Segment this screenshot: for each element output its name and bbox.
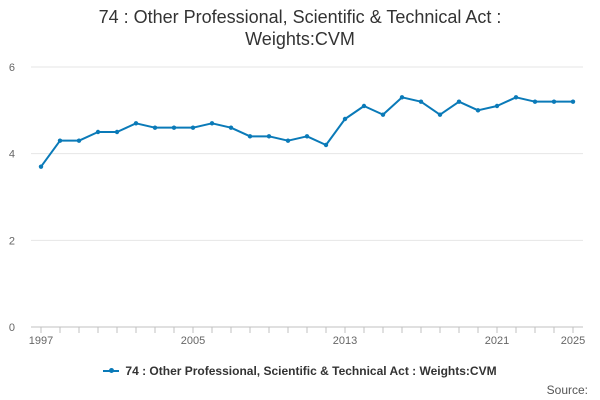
- chart-title-line-2: Weights:CVM: [245, 29, 355, 49]
- data-point: [95, 129, 101, 135]
- x-tick-label: 1997: [29, 335, 53, 347]
- legend: 74 : Other Professional, Scientific & Te…: [0, 364, 600, 379]
- y-tick-label: 0: [9, 322, 15, 334]
- data-point: [76, 138, 82, 143]
- data-point: [399, 95, 405, 100]
- data-point: [228, 125, 234, 130]
- y-tick-label: 6: [9, 62, 15, 74]
- y-tick-label: 2: [9, 235, 15, 247]
- legend-series-label: 74 : Other Professional, Scientific & Te…: [125, 364, 497, 378]
- data-point: [190, 125, 196, 130]
- x-tick-label: 2025: [561, 335, 585, 347]
- legend-series-marker: [103, 366, 120, 376]
- data-point: [437, 112, 443, 117]
- data-point: [513, 95, 519, 100]
- data-point: [114, 129, 120, 135]
- data-point: [247, 134, 253, 139]
- source-label: Source:: [546, 383, 588, 397]
- x-tick-label: 2013: [333, 335, 357, 347]
- x-tick-label: 2021: [485, 335, 509, 347]
- data-point: [551, 99, 557, 104]
- data-point: [380, 112, 386, 117]
- data-point: [418, 99, 424, 104]
- legend-item[interactable]: 74 : Other Professional, Scientific & Te…: [103, 364, 497, 378]
- data-point: [532, 99, 538, 104]
- data-point: [494, 103, 500, 109]
- data-point: [361, 103, 367, 109]
- data-point: [323, 142, 329, 148]
- data-point: [133, 121, 139, 126]
- data-point: [304, 134, 310, 139]
- chart-title: 74 : Other Professional, Scientific & Te…: [0, 6, 600, 50]
- data-point: [266, 134, 272, 139]
- data-point: [57, 138, 63, 143]
- data-point: [570, 99, 576, 104]
- data-point: [456, 99, 462, 104]
- data-point: [171, 125, 177, 130]
- data-point: [209, 121, 215, 126]
- chart-title-line-1: 74 : Other Professional, Scientific & Te…: [98, 7, 502, 27]
- data-point: [285, 138, 291, 143]
- data-point: [475, 108, 481, 113]
- data-point: [38, 164, 44, 169]
- x-tick-label: 2005: [181, 335, 205, 347]
- data-point: [152, 125, 158, 130]
- series-line: [40, 96, 574, 168]
- y-tick-label: 4: [9, 149, 15, 161]
- data-point: [342, 116, 348, 122]
